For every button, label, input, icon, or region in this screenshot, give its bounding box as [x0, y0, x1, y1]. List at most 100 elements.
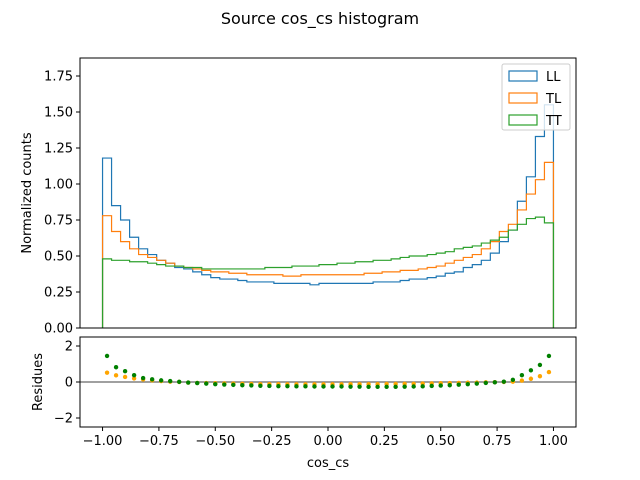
residue-point: [294, 384, 299, 389]
residue-point: [384, 384, 389, 390]
legend-label-tl: TL: [545, 92, 562, 107]
residue-point: [510, 377, 516, 383]
histogram-axes: 0.00 0.25 0.50 0.75 1.00 1.25 1.50 1.75 Normali…: [20, 57, 577, 337]
histogram-y-label: Normalized counts: [20, 132, 35, 254]
residue-point: [204, 381, 209, 386]
residue-point: [131, 376, 137, 381]
residue-point: [402, 384, 407, 389]
residue-point: [240, 383, 245, 388]
legend-swatch-tl: [508, 92, 538, 104]
residues-axes: −2 0 2 −1.00 −0.75 −0.50 −0.25 0.00 0.25 0.50 0.7…: [31, 336, 577, 471]
residue-point: [131, 372, 137, 378]
residue-point: [411, 384, 416, 389]
legend-swatch-tt: [508, 114, 538, 126]
residues-y-label: Residues: [31, 353, 46, 411]
residue-point: [519, 372, 525, 378]
histogram-y-tick-label: 0.00: [44, 322, 73, 337]
residue-point: [267, 383, 272, 389]
legend-label-ll: LL: [546, 70, 561, 85]
legend-label-tt: TT: [545, 114, 562, 129]
residue-point: [330, 384, 335, 389]
residue-point: [177, 379, 182, 385]
residue-point: [258, 383, 263, 388]
residue-point: [420, 384, 425, 389]
residue-point: [537, 374, 543, 379]
figure-title: Source cos_cs histogram: [221, 9, 419, 29]
histogram-series-tt: [101, 216, 555, 328]
x-tick-label: 0.25: [370, 434, 399, 449]
histogram-y-tick-label: 0.50: [44, 250, 73, 265]
residue-point: [357, 384, 362, 389]
residue-point: [122, 374, 128, 380]
residue-point: [285, 383, 290, 389]
legend-swatch-ll: [508, 70, 538, 82]
residue-point: [104, 370, 110, 375]
histogram-y-tick-label: 0.75: [44, 214, 73, 229]
residues-points: [104, 353, 552, 390]
residue-point: [231, 382, 236, 388]
residue-point: [321, 384, 326, 389]
residue-point: [375, 384, 380, 390]
residue-point: [276, 383, 281, 389]
residue-point: [104, 353, 110, 359]
residues-y-tick-label: −2: [54, 412, 73, 427]
x-tick-label: 1.00: [539, 434, 568, 449]
residue-point: [195, 380, 200, 386]
residue-point: [519, 378, 525, 383]
residue-point: [158, 378, 164, 383]
residue-point: [348, 384, 353, 389]
x-tick-label: 0.00: [314, 434, 343, 449]
residue-point: [492, 380, 498, 385]
residue-point: [456, 382, 461, 387]
residue-point: [528, 376, 534, 381]
residue-point: [213, 381, 218, 387]
residue-point: [303, 384, 308, 389]
residue-point: [546, 353, 552, 359]
residue-point: [149, 377, 155, 382]
residue-point: [447, 383, 452, 388]
histogram-series-tl: [101, 161, 555, 328]
residue-point: [113, 365, 119, 370]
residue-point: [438, 383, 443, 388]
histogram-y-tick-label: 1.75: [44, 70, 73, 85]
residue-point: [140, 375, 146, 381]
residue-point: [339, 384, 344, 389]
residue-point: [474, 381, 479, 386]
residues-y-tick-label: 0: [65, 376, 73, 391]
residue-point: [113, 373, 119, 378]
residues-y-tick-label: 2: [65, 340, 73, 355]
x-tick-label: −0.75: [139, 434, 179, 449]
residues-frame: [79, 336, 577, 428]
residue-point: [465, 381, 470, 387]
histogram-frame: [79, 57, 577, 329]
residue-point: [122, 369, 128, 374]
residue-point: [501, 379, 507, 384]
histogram-y-tick-label: 0.25: [44, 286, 73, 301]
histogram-y-tick-label: 1.50: [44, 106, 73, 121]
x-tick-label: −0.25: [252, 434, 292, 449]
x-tick-label: −0.50: [195, 434, 235, 449]
histogram-series: [101, 104, 555, 328]
histogram-y-tick-label: 1.25: [44, 142, 73, 157]
histogram-y-tick-label: 1.00: [44, 178, 73, 193]
residue-point: [312, 384, 317, 389]
residue-point: [483, 380, 489, 386]
residue-point: [528, 368, 534, 373]
histogram-y-ticks: 0.00 0.25 0.50 0.75 1.00 1.25 1.50 1.75: [44, 70, 80, 337]
residue-point: [429, 383, 434, 389]
residue-point: [222, 382, 227, 387]
x-tick-label: −1.00: [83, 434, 123, 449]
residue-point: [186, 380, 191, 385]
residue-point: [393, 384, 398, 390]
residue-point: [366, 384, 371, 390]
x-tick-label: 0.75: [483, 434, 512, 449]
residues-y-ticks: −2 0 2: [54, 340, 80, 427]
legend: LL TL TT: [501, 63, 571, 131]
residue-point: [537, 362, 543, 368]
x-axis-label: cos_cs: [307, 456, 350, 471]
residues-x-ticks: −1.00 −0.75 −0.50 −0.25 0.00 0.25 0.50 0.75 1.00: [83, 427, 568, 449]
x-tick-label: 0.50: [426, 434, 455, 449]
residue-point: [167, 378, 173, 384]
residue-point: [249, 383, 254, 388]
